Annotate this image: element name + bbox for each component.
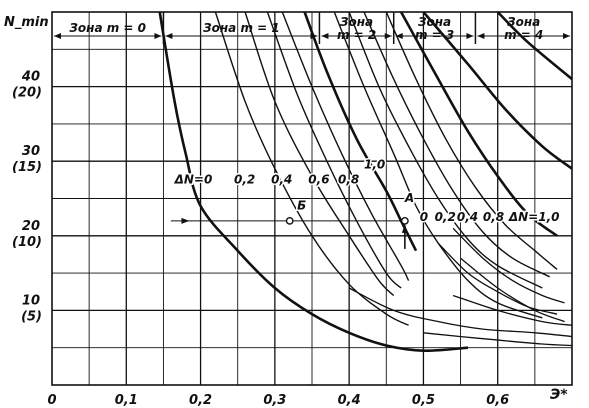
curve-label: 0,8 xyxy=(338,173,359,187)
lower-curve xyxy=(437,242,558,315)
zone-label: Зона xyxy=(418,15,451,29)
lower-curve xyxy=(423,332,573,347)
x-tick-label: 0,3 xyxy=(263,393,286,408)
y-tick-label: 20 xyxy=(22,219,40,234)
y-tick-label: 30 xyxy=(22,144,40,159)
x-tick-label: 0,2 xyxy=(189,393,212,408)
zone-label: Зона m = 0 xyxy=(69,21,146,35)
series-curve xyxy=(385,11,558,270)
zone-label-m: m = 3 xyxy=(415,28,454,42)
tick-labels: 0 0,1 0,2 0,3 0,4 0,5 0,6 40(20) 30(15) 20(10) 10(… xyxy=(12,70,509,408)
x-tick-label: 0,1 xyxy=(115,393,138,408)
x-axis-label: Э* xyxy=(550,387,568,403)
y-axis-label: N_min xyxy=(4,15,49,30)
zone-arrow-head xyxy=(165,33,173,39)
zone-arrow-head xyxy=(321,33,329,39)
y-tick-label: 10 xyxy=(22,293,40,308)
zone-label: Зона xyxy=(507,15,540,29)
series-curve xyxy=(266,11,402,289)
grid xyxy=(51,11,573,386)
x-tick-label: 0,4 xyxy=(338,393,361,408)
zone-arrow-head xyxy=(154,33,162,39)
zone-arrow-head xyxy=(563,33,570,39)
zone-label: Зона xyxy=(340,15,373,29)
curve-label: 0,2 xyxy=(234,173,255,187)
y-tick-sublabel: (20) xyxy=(12,86,42,101)
series-curve xyxy=(399,11,558,237)
curve-label: A xyxy=(404,191,414,205)
series-curve xyxy=(422,11,573,170)
zone-label: Зона m = 1 xyxy=(203,21,280,35)
curve-label: 0,4 xyxy=(457,210,478,224)
curve-label: 0,8 xyxy=(483,210,504,224)
series-curve xyxy=(303,11,418,252)
lower-curve xyxy=(348,287,573,338)
x-tick-label: 0 xyxy=(47,393,56,408)
point-marker xyxy=(400,216,409,225)
series-curve xyxy=(333,11,543,319)
reference-arrow-head xyxy=(181,217,190,224)
lower-curve xyxy=(452,294,573,326)
curve-label: Б xyxy=(297,199,306,213)
series-curve xyxy=(244,11,395,297)
curve-label: 0,2 xyxy=(435,210,456,224)
x-tick-label: 0,6 xyxy=(486,393,509,408)
zone-arrow-head xyxy=(54,33,61,39)
curve-label: 0,6 xyxy=(308,173,329,187)
zone-arrow-head xyxy=(477,33,485,39)
curve-label: ΔN=1,0 xyxy=(508,210,560,224)
lower-curve xyxy=(460,257,565,323)
y-tick-label: 40 xyxy=(21,70,40,85)
zone-arrow-head xyxy=(395,33,403,39)
zone-arrow-head xyxy=(466,33,474,39)
y-tick-sublabel: (15) xyxy=(12,160,42,175)
lower-curve xyxy=(452,227,565,304)
curve-label: 0 xyxy=(420,210,428,224)
series-curve xyxy=(214,11,409,326)
point-marker xyxy=(285,216,294,225)
y-tick-sublabel: (10) xyxy=(12,235,42,250)
curve-label: 0,4 xyxy=(271,173,292,187)
series-curve xyxy=(363,11,551,278)
curve-label: 1,0 xyxy=(364,158,385,172)
zone-label-m: m = 4 xyxy=(504,28,543,42)
series-curve xyxy=(158,11,469,353)
curves xyxy=(158,11,573,353)
zone-arrow-head xyxy=(384,33,392,39)
series-curve xyxy=(496,11,573,81)
x-tick-label: 0,5 xyxy=(412,393,435,408)
zone-label-m: m = 2 xyxy=(337,28,376,42)
y-tick-sublabel: (5) xyxy=(21,309,42,324)
curve-label: ΔN=0 xyxy=(174,173,213,187)
series-curve xyxy=(281,11,410,281)
series-curve xyxy=(348,11,543,289)
